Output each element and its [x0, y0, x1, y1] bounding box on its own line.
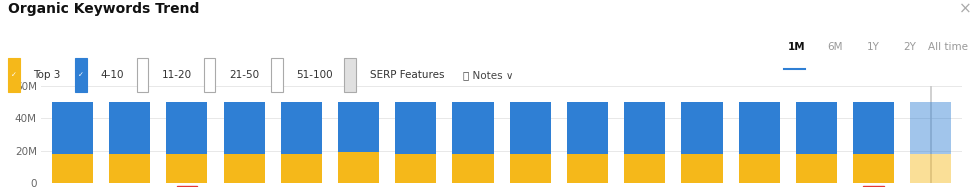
- Bar: [739, 102, 780, 154]
- Bar: [911, 154, 952, 183]
- Bar: [566, 102, 608, 154]
- Bar: [853, 102, 894, 154]
- Text: 6M: 6M: [827, 42, 842, 52]
- Bar: [338, 102, 379, 152]
- Bar: [510, 154, 551, 183]
- Bar: [682, 154, 722, 183]
- Bar: [281, 102, 322, 154]
- Bar: [176, 186, 197, 187]
- Text: ✓: ✓: [11, 72, 17, 78]
- Bar: [52, 102, 93, 154]
- Bar: [109, 102, 150, 154]
- Bar: [624, 102, 665, 154]
- Text: All time: All time: [928, 42, 968, 52]
- Bar: [281, 154, 322, 183]
- Text: Organic Keywords Trend: Organic Keywords Trend: [8, 2, 199, 16]
- Text: 4-10: 4-10: [100, 70, 124, 80]
- Bar: [338, 152, 379, 183]
- Bar: [510, 102, 551, 154]
- Text: 1M: 1M: [788, 42, 805, 52]
- Text: Top 3: Top 3: [33, 70, 60, 80]
- Text: 📋 Notes ∨: 📋 Notes ∨: [463, 70, 514, 80]
- Bar: [739, 154, 780, 183]
- Text: 2Y: 2Y: [904, 42, 916, 52]
- Bar: [452, 102, 493, 154]
- Bar: [167, 102, 208, 154]
- Bar: [624, 154, 665, 183]
- Bar: [167, 154, 208, 183]
- Bar: [395, 102, 437, 154]
- Text: 1Y: 1Y: [867, 42, 879, 52]
- Bar: [223, 154, 264, 183]
- Bar: [223, 102, 264, 154]
- Bar: [796, 154, 837, 183]
- Bar: [395, 154, 437, 183]
- Bar: [682, 102, 722, 154]
- Bar: [452, 154, 493, 183]
- Bar: [796, 102, 837, 154]
- Bar: [52, 154, 93, 183]
- Text: SERP Features: SERP Features: [370, 70, 444, 80]
- Text: ×: ×: [959, 2, 972, 17]
- Bar: [863, 186, 884, 187]
- Text: 51-100: 51-100: [296, 70, 333, 80]
- Bar: [853, 154, 894, 183]
- Bar: [566, 154, 608, 183]
- Text: ✓: ✓: [78, 72, 84, 78]
- Bar: [911, 102, 952, 154]
- Bar: [109, 154, 150, 183]
- Text: 21-50: 21-50: [229, 70, 259, 80]
- Text: 11-20: 11-20: [162, 70, 192, 80]
